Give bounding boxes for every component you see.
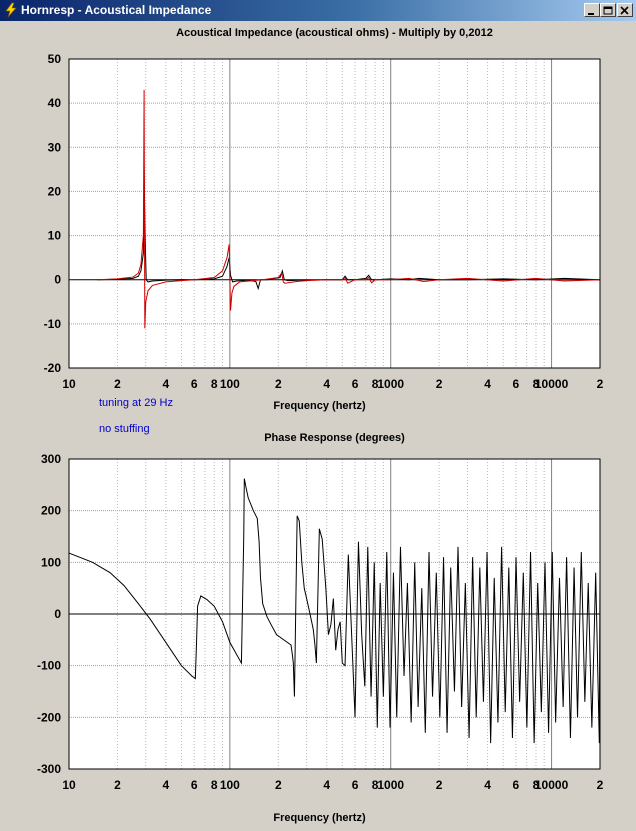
chart-title: Phase Response (degrees) [264, 432, 405, 444]
x-axis-label: Frequency (hertz) [273, 812, 366, 824]
plot-border [68, 458, 601, 770]
y-tick-label: -300 [37, 762, 61, 776]
y-tick-label: 0 [54, 607, 61, 621]
series-line-black [68, 478, 601, 744]
x-tick-label: 6 [352, 778, 359, 792]
x-tick-label: 8 [533, 377, 540, 391]
series-line-red [97, 89, 601, 329]
x-tick-label: 6 [513, 778, 520, 792]
maximize-button[interactable] [600, 3, 616, 17]
hornresp-lightning-icon [5, 2, 17, 18]
y-tick-label: 10 [48, 229, 62, 243]
minimize-button[interactable] [584, 3, 600, 17]
x-tick-label: 2 [597, 778, 604, 792]
chart-title: Acoustical Impedance (acoustical ohms) -… [176, 27, 493, 39]
x-tick-label: 4 [163, 377, 170, 391]
x-tick-label: 10000 [535, 377, 569, 391]
x-tick-label: 2 [275, 377, 282, 391]
x-tick-label: 4 [484, 377, 491, 391]
x-tick-label: 8 [372, 778, 379, 792]
x-tick-label: 6 [513, 377, 520, 391]
close-button[interactable] [617, 3, 633, 17]
tuning-note: tuning at 29 Hz [99, 397, 173, 409]
x-tick-label: 8 [211, 778, 218, 792]
x-tick-label: 2 [114, 778, 121, 792]
y-tick-label: -10 [44, 317, 62, 331]
x-tick-label: 6 [352, 377, 359, 391]
stuffing-note: no stuffing [99, 423, 150, 435]
y-tick-label: 300 [41, 452, 61, 466]
x-tick-label: 4 [323, 377, 330, 391]
x-tick-label: 1000 [377, 377, 404, 391]
y-tick-label: 50 [48, 52, 62, 66]
x-tick-label: 2 [275, 778, 282, 792]
x-tick-label: 4 [163, 778, 170, 792]
close-icon [620, 6, 629, 15]
x-tick-label: 4 [484, 778, 491, 792]
x-axis-label: Frequency (hertz) [273, 400, 366, 412]
x-tick-label: 2 [114, 377, 121, 391]
y-tick-label: 0 [54, 273, 61, 287]
x-tick-label: 100 [220, 377, 240, 391]
y-tick-label: 20 [48, 184, 62, 198]
plot-border [68, 58, 601, 369]
x-tick-label: 2 [436, 778, 443, 792]
x-tick-label: 10 [62, 377, 76, 391]
y-tick-label: -20 [44, 361, 62, 375]
x-tick-label: 2 [597, 377, 604, 391]
x-tick-label: 8 [211, 377, 218, 391]
y-tick-label: 200 [41, 504, 61, 518]
window-title: Hornresp - Acoustical Impedance [21, 3, 212, 17]
x-tick-label: 10 [62, 778, 76, 792]
maximize-icon [603, 6, 613, 15]
x-tick-label: 100 [220, 778, 240, 792]
x-tick-label: 1000 [377, 778, 404, 792]
x-tick-label: 6 [191, 778, 198, 792]
title-bar[interactable]: Hornresp - Acoustical Impedance [0, 0, 636, 21]
x-tick-label: 4 [323, 778, 330, 792]
y-tick-label: 30 [48, 140, 62, 154]
client-area: 50 40 30 20 10 0 -10 -20 10 2 4 6 8 100 2 4 6 8 1000 2 4 6 8 10… [0, 21, 636, 826]
x-tick-label: 8 [372, 377, 379, 391]
x-tick-label: 8 [533, 778, 540, 792]
minimize-icon [588, 13, 594, 15]
x-tick-label: 10000 [535, 778, 569, 792]
y-tick-label: -200 [37, 710, 61, 724]
y-tick-label: 40 [48, 96, 62, 110]
x-tick-label: 6 [191, 377, 198, 391]
y-tick-label: -100 [37, 659, 61, 673]
x-tick-label: 2 [436, 377, 443, 391]
y-tick-label: 100 [41, 555, 61, 569]
plot-area [69, 59, 600, 368]
